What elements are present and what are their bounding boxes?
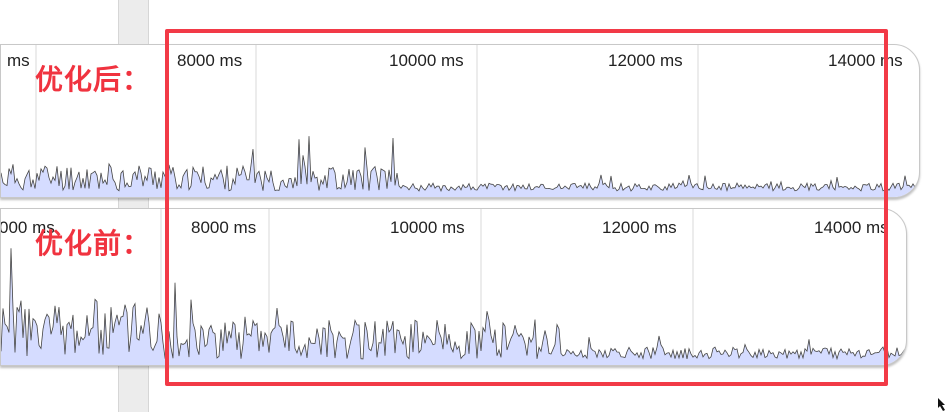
label-before-optimization: 优化前： — [35, 227, 152, 260]
cpu-line — [1, 136, 919, 193]
cpu-graph-before — [1, 209, 906, 365]
cpu-graph-after — [1, 45, 919, 197]
cpu-line — [1, 248, 906, 361]
tick-label: 14000 ms — [814, 218, 889, 237]
tick-label: 10000 ms — [389, 51, 464, 70]
tick-label: 8000 ms — [177, 51, 243, 70]
tick-label: 12000 ms — [602, 218, 677, 237]
cpu-area — [1, 136, 919, 197]
label-after-optimization: 优化后： — [35, 63, 152, 96]
cpu-area — [1, 248, 906, 365]
resize-corner-icon[interactable] — [936, 396, 950, 412]
tick-label: ms — [7, 51, 30, 70]
highlight-box — [165, 29, 888, 386]
tick-label: 000 ms — [0, 218, 55, 237]
tick-label: 10000 ms — [390, 218, 465, 237]
timeline-panel-before[interactable]: 000 ms 8000 ms 10000 ms 12000 ms 14000 m… — [0, 208, 907, 366]
tick-label: 12000 ms — [608, 51, 683, 70]
timeline-panel-after[interactable]: ms 8000 ms 10000 ms 12000 ms 14000 ms — [0, 44, 920, 198]
tick-label: 8000 ms — [191, 218, 257, 237]
